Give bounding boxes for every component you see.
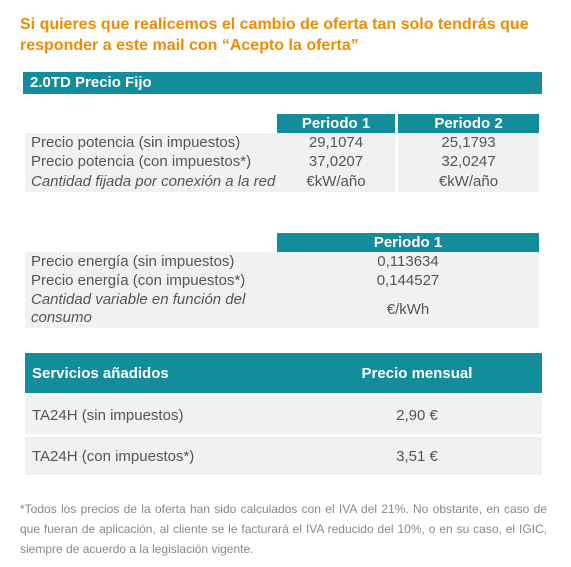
row-label: Precio energía (con impuestos*): [25, 271, 277, 290]
footnote: *Todos los precios de la oferta han sido…: [20, 502, 547, 556]
service-label: TA24H (sin impuestos): [25, 396, 292, 434]
value-periodo-1: €/kWh: [277, 290, 539, 328]
table-row: Cantidad fijada por conexión a la red €k…: [25, 171, 539, 192]
row-label: Precio energía (sin impuestos): [25, 252, 277, 271]
value-periodo-1: 29,1074: [277, 133, 395, 152]
value-periodo-2: €kW/año: [398, 171, 539, 192]
potencia-header-periodo-2: Periodo 2: [398, 114, 539, 133]
energia-table: Periodo 1 Precio energía (sin impuestos)…: [25, 233, 539, 328]
table-row: Precio potencia (sin impuestos) 29,1074 …: [25, 133, 539, 152]
servicios-header-label: Servicios añadidos: [25, 353, 292, 393]
service-price: 3,51 €: [292, 437, 542, 475]
table-row: TA24H (sin impuestos) 2,90 €: [25, 396, 542, 434]
table-row: Precio energía (sin impuestos) 0,113634: [25, 252, 539, 271]
intro-text: Si quieres que realicemos el cambio de o…: [20, 16, 529, 54]
service-price: 2,90 €: [292, 396, 542, 434]
row-label: Precio potencia (con impuestos*): [25, 152, 277, 171]
servicios-header-price: Precio mensual: [292, 353, 542, 393]
value-periodo-2: 25,1793: [398, 133, 539, 152]
section-title: 2.0TD Precio Fijo: [23, 72, 542, 94]
service-label: TA24H (con impuestos*): [25, 437, 292, 475]
potencia-table: Periodo 1 Periodo 2 Precio potencia (sin…: [25, 114, 539, 192]
row-label: Cantidad variable en función del consumo: [25, 290, 277, 328]
table-row: TA24H (con impuestos*) 3,51 €: [25, 437, 542, 475]
row-label: Precio potencia (sin impuestos): [25, 133, 277, 152]
value-periodo-1: €kW/año: [277, 171, 395, 192]
energia-header-periodo-1: Periodo 1: [277, 233, 539, 252]
table-row: Cantidad variable en función del consumo…: [25, 290, 539, 328]
value-periodo-1: 0,144527: [277, 271, 539, 290]
servicios-table: Servicios añadidos Precio mensual TA24H …: [25, 353, 542, 475]
value-periodo-1: 37,0207: [277, 152, 395, 171]
value-periodo-2: 32,0247: [398, 152, 539, 171]
row-label: Cantidad fijada por conexión a la red: [25, 171, 277, 192]
table-row: Precio energía (con impuestos*) 0,144527: [25, 271, 539, 290]
value-periodo-1: 0,113634: [277, 252, 539, 271]
table-row: Precio potencia (con impuestos*) 37,0207…: [25, 152, 539, 171]
potencia-header-periodo-1: Periodo 1: [277, 114, 395, 133]
